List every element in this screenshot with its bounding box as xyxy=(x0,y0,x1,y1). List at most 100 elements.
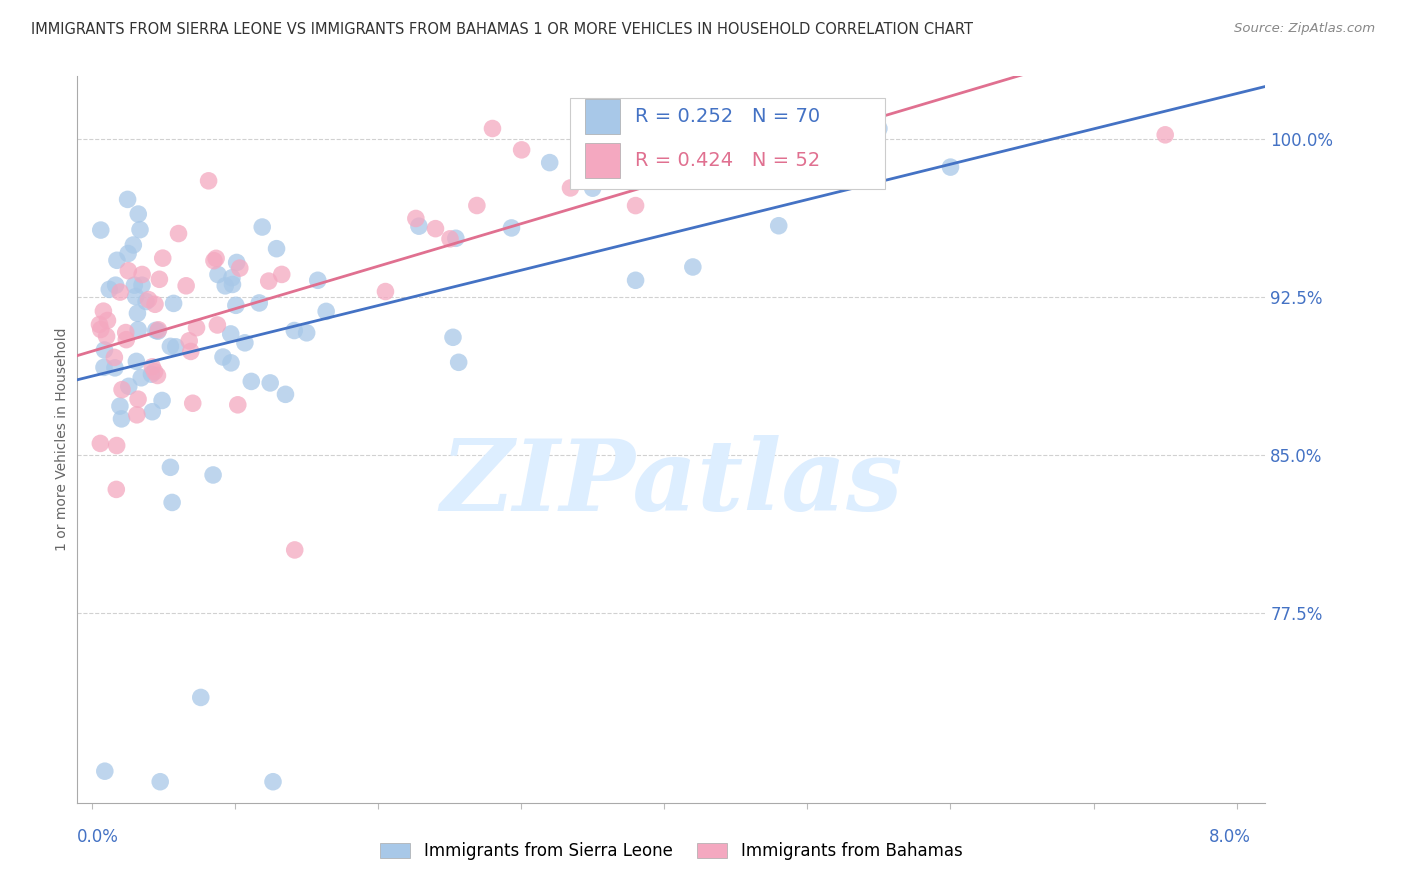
Point xyxy=(117,264,139,278)
Point xyxy=(190,690,212,705)
Point xyxy=(148,323,170,337)
Point xyxy=(408,219,430,234)
Point xyxy=(229,261,252,276)
Point xyxy=(214,278,236,293)
Point xyxy=(127,207,149,221)
Point xyxy=(180,344,202,359)
Point xyxy=(219,356,242,370)
Point xyxy=(96,329,118,343)
Point xyxy=(501,221,523,235)
Point xyxy=(207,268,229,282)
Point xyxy=(284,543,307,558)
Point xyxy=(252,220,274,235)
Point xyxy=(405,211,427,226)
Point xyxy=(96,313,118,327)
Point xyxy=(118,379,141,393)
Text: 8.0%: 8.0% xyxy=(1209,828,1251,847)
Point xyxy=(108,285,131,299)
Point xyxy=(93,360,115,375)
Point xyxy=(225,255,247,269)
FancyBboxPatch shape xyxy=(571,97,886,188)
Point xyxy=(247,296,270,310)
Point xyxy=(94,764,117,779)
Point xyxy=(538,155,561,169)
Point xyxy=(150,393,173,408)
Point xyxy=(682,121,704,136)
Point xyxy=(141,359,163,374)
Text: ZIPatlas: ZIPatlas xyxy=(440,434,903,531)
Point xyxy=(165,340,187,354)
Point xyxy=(127,323,149,337)
Point xyxy=(274,387,297,401)
Point xyxy=(103,351,125,365)
Point xyxy=(233,335,256,350)
FancyBboxPatch shape xyxy=(585,99,620,134)
Point xyxy=(152,251,174,265)
Point xyxy=(149,774,172,789)
Point xyxy=(160,495,183,509)
Point xyxy=(465,198,488,212)
Point xyxy=(295,326,318,340)
Point xyxy=(122,238,145,252)
Point xyxy=(159,339,181,353)
Point xyxy=(141,405,163,419)
Point xyxy=(179,334,201,348)
Point xyxy=(374,285,396,299)
Point xyxy=(262,774,284,789)
Point xyxy=(127,306,149,320)
Point xyxy=(212,350,235,364)
Point xyxy=(441,330,464,344)
Point xyxy=(202,467,225,482)
Point xyxy=(125,354,148,368)
Point xyxy=(146,324,169,338)
Point xyxy=(768,121,790,136)
FancyBboxPatch shape xyxy=(585,143,620,178)
Point xyxy=(624,198,647,212)
Point xyxy=(257,274,280,288)
Text: Source: ZipAtlas.com: Source: ZipAtlas.com xyxy=(1234,22,1375,36)
Point xyxy=(90,322,112,336)
Point xyxy=(108,399,131,413)
Point xyxy=(226,398,249,412)
Point xyxy=(93,343,115,357)
Point xyxy=(283,324,305,338)
Point xyxy=(127,392,149,407)
Text: IMMIGRANTS FROM SIERRA LEONE VS IMMIGRANTS FROM BAHAMAS 1 OR MORE VEHICLES IN HO: IMMIGRANTS FROM SIERRA LEONE VS IMMIGRAN… xyxy=(31,22,973,37)
Point xyxy=(90,223,112,237)
Point xyxy=(439,232,461,246)
Point xyxy=(207,318,229,332)
Point xyxy=(115,333,138,347)
Point xyxy=(111,383,134,397)
Point xyxy=(131,268,153,282)
Point xyxy=(138,293,160,307)
Point xyxy=(145,323,167,337)
Point xyxy=(117,246,139,260)
Point xyxy=(219,326,242,341)
Point xyxy=(124,278,146,293)
Point xyxy=(481,121,503,136)
Point xyxy=(114,326,136,340)
Point xyxy=(89,436,111,450)
Point xyxy=(259,376,281,390)
Point xyxy=(205,252,228,266)
Point xyxy=(89,318,111,332)
Point xyxy=(307,273,329,287)
Point xyxy=(939,160,962,174)
Point xyxy=(181,396,204,410)
Point xyxy=(129,222,152,236)
Point xyxy=(141,368,163,382)
Point xyxy=(174,278,197,293)
Text: 0.0%: 0.0% xyxy=(77,828,120,847)
Point xyxy=(240,375,263,389)
Text: R = 0.252   N = 70: R = 0.252 N = 70 xyxy=(634,107,820,126)
Point xyxy=(510,143,533,157)
Point xyxy=(131,278,153,293)
Point xyxy=(197,174,219,188)
Point xyxy=(167,227,190,241)
Point xyxy=(270,268,292,282)
Point xyxy=(162,296,184,310)
Point xyxy=(582,181,605,195)
Point xyxy=(105,438,128,452)
Point xyxy=(624,273,647,287)
Point xyxy=(159,460,181,475)
